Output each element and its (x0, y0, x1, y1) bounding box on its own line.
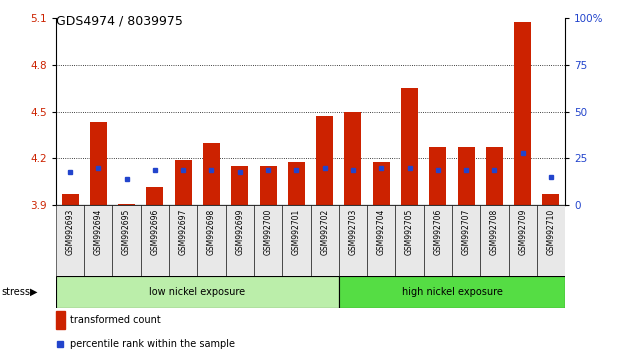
Text: GSM992696: GSM992696 (150, 209, 160, 255)
Bar (288, 161, 305, 205)
Bar (401, 88, 418, 205)
Bar (367, 205, 396, 276)
Bar (56, 205, 84, 276)
Bar (175, 160, 192, 205)
Text: GDS4974 / 8039975: GDS4974 / 8039975 (56, 14, 183, 27)
Bar (231, 166, 248, 205)
Text: GSM992704: GSM992704 (377, 209, 386, 255)
Bar (316, 116, 333, 205)
Bar (339, 276, 565, 308)
Text: GSM992698: GSM992698 (207, 209, 216, 255)
Bar (197, 205, 225, 276)
Text: GSM992701: GSM992701 (292, 209, 301, 255)
Text: ▶: ▶ (30, 287, 37, 297)
Bar (147, 187, 163, 205)
Text: GSM992697: GSM992697 (179, 209, 188, 255)
Bar (90, 122, 107, 205)
Bar (254, 205, 282, 276)
Bar (424, 205, 452, 276)
Text: GSM992706: GSM992706 (433, 209, 442, 255)
Bar (282, 205, 310, 276)
Text: GSM992702: GSM992702 (320, 209, 329, 255)
Bar (61, 194, 78, 205)
Bar (141, 205, 169, 276)
Text: GSM992710: GSM992710 (546, 209, 555, 255)
Text: GSM992708: GSM992708 (490, 209, 499, 255)
Bar (84, 205, 112, 276)
Bar (112, 205, 141, 276)
Text: GSM992694: GSM992694 (94, 209, 103, 255)
Bar (339, 205, 367, 276)
Text: GSM992709: GSM992709 (518, 209, 527, 255)
Bar (373, 161, 390, 205)
Bar (429, 148, 446, 205)
Text: transformed count: transformed count (70, 315, 161, 325)
Bar (537, 205, 565, 276)
Text: GSM992699: GSM992699 (235, 209, 244, 255)
Bar (345, 112, 361, 205)
Bar (486, 148, 503, 205)
Bar (118, 204, 135, 205)
Text: GSM992705: GSM992705 (405, 209, 414, 255)
Bar (225, 205, 254, 276)
Bar (203, 143, 220, 205)
Bar (514, 22, 531, 205)
Text: GSM992693: GSM992693 (66, 209, 75, 255)
Bar (396, 205, 424, 276)
Bar (310, 205, 339, 276)
Text: high nickel exposure: high nickel exposure (402, 287, 502, 297)
Bar (458, 148, 474, 205)
Bar (480, 205, 509, 276)
Text: low nickel exposure: low nickel exposure (149, 287, 245, 297)
Text: GSM992707: GSM992707 (461, 209, 471, 255)
Text: stress: stress (1, 287, 30, 297)
Bar (56, 276, 339, 308)
Bar (260, 166, 276, 205)
Bar (509, 205, 537, 276)
Text: GSM992700: GSM992700 (263, 209, 273, 255)
Bar (56, 311, 65, 329)
Bar (452, 205, 480, 276)
Text: GSM992695: GSM992695 (122, 209, 131, 255)
Text: percentile rank within the sample: percentile rank within the sample (70, 339, 235, 349)
Bar (543, 194, 560, 205)
Bar (169, 205, 197, 276)
Text: GSM992703: GSM992703 (348, 209, 358, 255)
